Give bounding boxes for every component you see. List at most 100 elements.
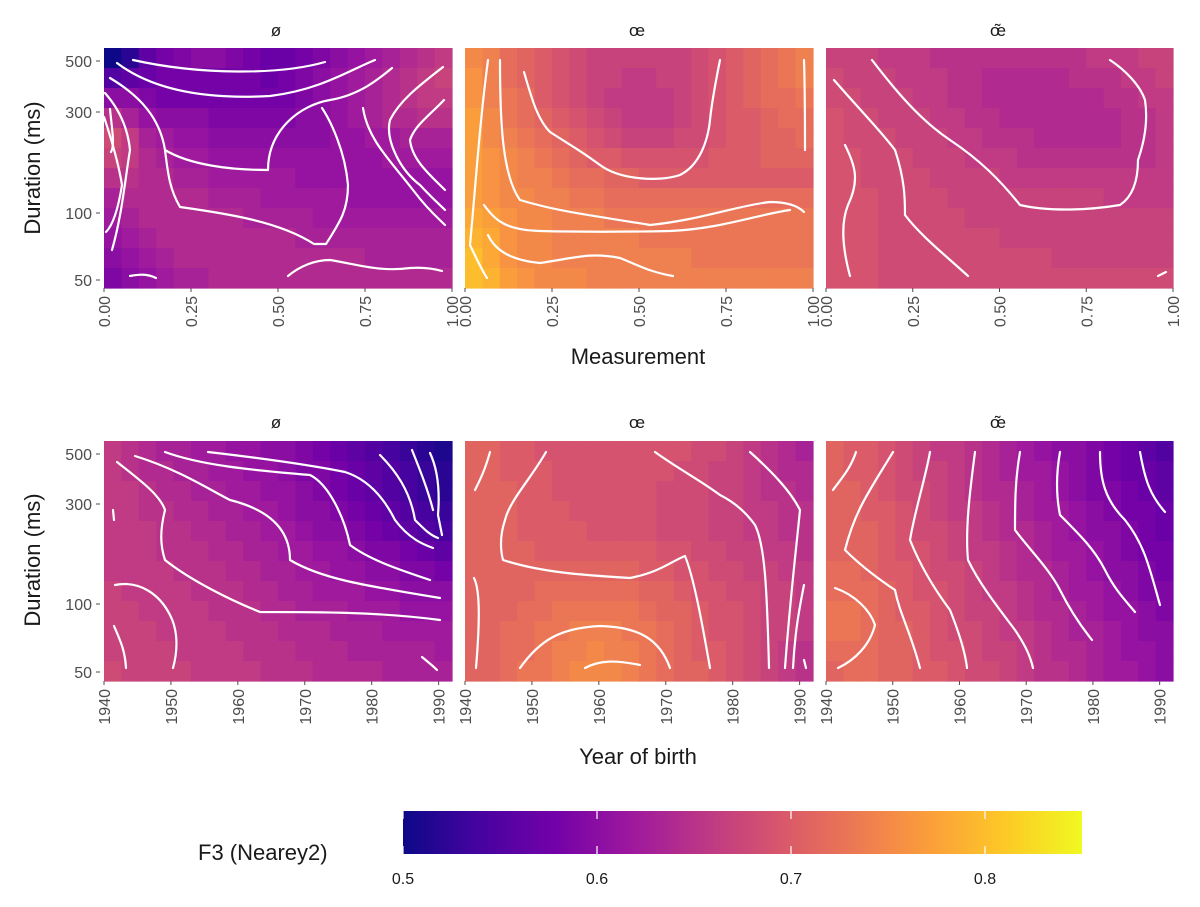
heat-cell [982, 541, 1001, 562]
heat-cell [726, 48, 744, 69]
heat-cell [208, 68, 227, 89]
heat-cell [639, 128, 657, 149]
heat-cell [465, 461, 483, 482]
heat-cell [347, 128, 366, 149]
heat-cell [138, 208, 157, 229]
heat-cell [569, 228, 588, 249]
contour-line [112, 624, 128, 670]
heat-cell [878, 641, 896, 662]
heat-cell [534, 601, 553, 622]
heat-cell [399, 248, 418, 269]
heat-cell [191, 228, 209, 249]
y-axis-title: Duration (ms) [20, 493, 45, 626]
heat-cell [726, 248, 744, 269]
heat-cell [417, 148, 436, 169]
heat-cell [465, 68, 483, 89]
heat-cell [930, 461, 949, 482]
heat-cell [778, 561, 797, 582]
heat-cell [534, 208, 553, 229]
heat-cell [726, 168, 744, 189]
heat-cell [104, 521, 122, 542]
heat-cell [826, 188, 844, 209]
heat-cell [1120, 461, 1139, 482]
heat-cell [760, 68, 779, 89]
heat-cell [947, 188, 966, 209]
heat-cell [1051, 88, 1070, 109]
heat-cell [312, 521, 331, 542]
heat-cell [191, 461, 209, 482]
heat-cell [843, 621, 862, 642]
heat-cell [347, 228, 366, 249]
heat-cell [843, 108, 862, 129]
heat-cell [534, 188, 553, 209]
x-tick-label: 1960 [592, 689, 609, 725]
heat-cell [121, 601, 140, 622]
heat-cell [1034, 68, 1053, 89]
heat-cell [621, 108, 640, 129]
heat-cell [1103, 228, 1122, 249]
heat-cell [999, 521, 1018, 542]
heat-cell [534, 148, 553, 169]
heat-cell [639, 541, 657, 562]
heat-cell [517, 661, 536, 682]
heat-cell [330, 108, 349, 129]
heat-cell [586, 441, 605, 462]
heat-cell [912, 441, 931, 462]
heat-cell [982, 228, 1001, 249]
heat-cell [208, 228, 227, 249]
heat-cell [173, 581, 192, 602]
heat-cell [382, 128, 401, 149]
heat-cell [499, 561, 518, 582]
heat-cell [225, 501, 244, 522]
heat-cell [795, 48, 814, 69]
contour-line [908, 450, 969, 670]
heat-cell [365, 621, 383, 642]
heat-cell [434, 661, 453, 682]
heat-cell [499, 441, 518, 462]
heat-cell [639, 228, 657, 249]
heat-cell [330, 48, 349, 69]
heat-cell [1034, 561, 1053, 582]
panel-3-contours [832, 58, 1168, 278]
heat-cell [312, 661, 331, 682]
heat-cell [138, 561, 157, 582]
contour-line [966, 450, 1035, 670]
heat-cell [260, 621, 279, 642]
x-tick-label: 1970 [298, 689, 315, 725]
heat-cell [947, 661, 966, 682]
heat-cell [173, 108, 192, 129]
heat-cell [673, 501, 692, 522]
contour-line [498, 58, 806, 227]
heat-cell [843, 208, 862, 229]
heat-cell [586, 501, 605, 522]
heat-cell [982, 621, 1001, 642]
heat-cell [743, 601, 762, 622]
heat-cell [1051, 48, 1070, 69]
heat-cell [826, 268, 844, 289]
heat-cell [656, 108, 675, 129]
heat-cell [1103, 541, 1122, 562]
x-tick-label: 1940 [97, 689, 114, 725]
heat-cell [260, 88, 279, 109]
heat-cell [399, 641, 418, 662]
heat-cell [843, 168, 862, 189]
heat-cell [843, 601, 862, 622]
heat-cell [365, 68, 383, 89]
heat-cell [330, 268, 349, 289]
heat-cell [604, 521, 623, 542]
heat-cell [708, 641, 727, 662]
heat-cell [399, 621, 418, 642]
heat-cell [482, 641, 501, 662]
heat-cell [708, 461, 727, 482]
heat-cell [138, 228, 157, 249]
heat-cell [434, 88, 453, 109]
heat-cell [1155, 461, 1174, 482]
heat-cell [999, 168, 1018, 189]
heat-cell [999, 148, 1018, 169]
heat-cell [191, 248, 209, 269]
heat-cell [708, 521, 727, 542]
heat-cell [104, 148, 122, 169]
heat-cell [621, 228, 640, 249]
heat-cell [534, 521, 553, 542]
heat-cell [586, 208, 605, 229]
